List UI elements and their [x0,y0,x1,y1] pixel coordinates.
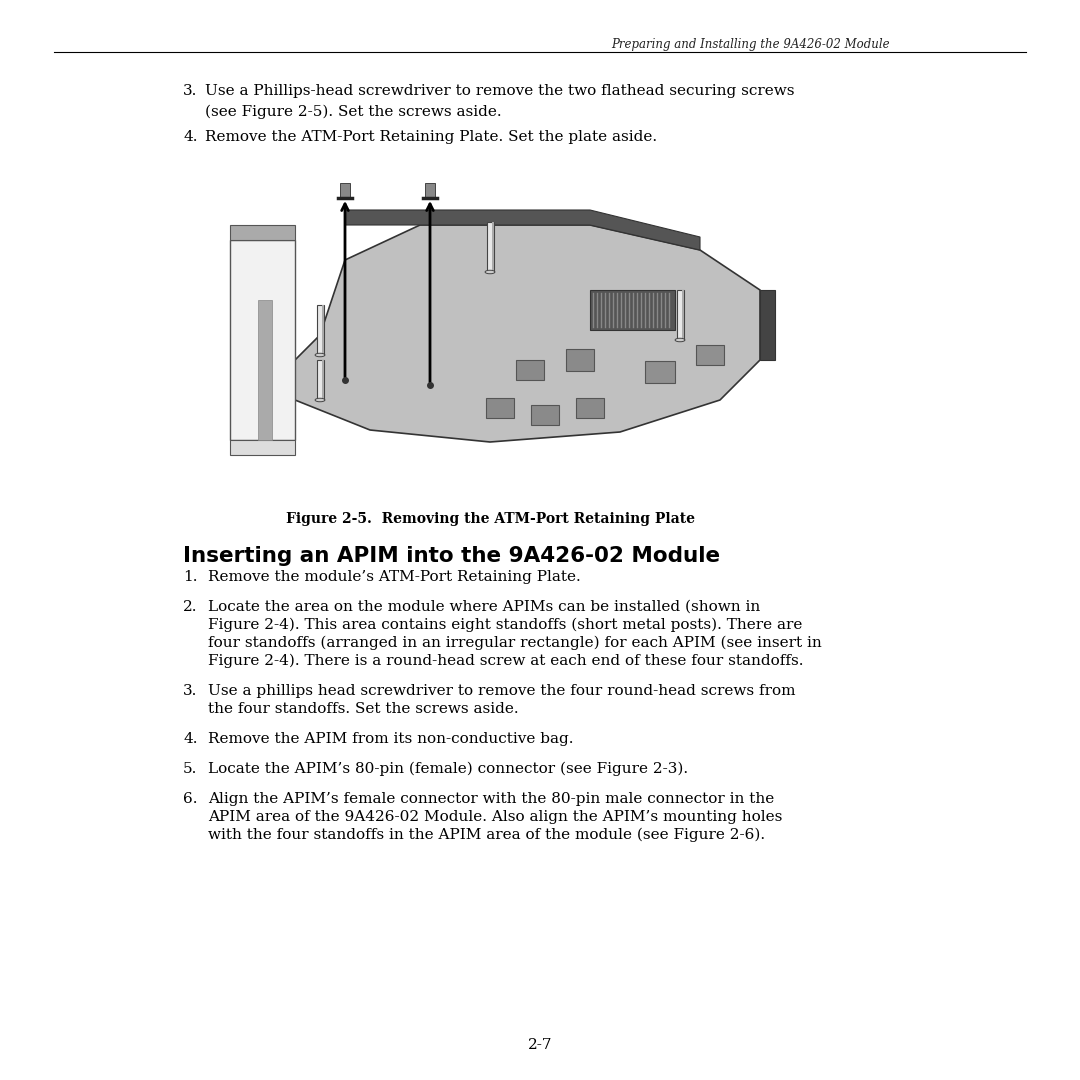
Text: Remove the APIM from its non-conductive bag.: Remove the APIM from its non-conductive … [208,732,573,746]
Text: four standoffs (arranged in an irregular rectangle) for each APIM (see insert in: four standoffs (arranged in an irregular… [208,636,822,650]
Text: Figure 2-5.  Removing the ATM-Port Retaining Plate: Figure 2-5. Removing the ATM-Port Retain… [285,512,694,526]
Text: Preparing and Installing the 9A426-02 Module: Preparing and Installing the 9A426-02 Mo… [611,38,890,51]
Text: 3.: 3. [183,684,198,698]
Bar [566,349,594,372]
Polygon shape [760,291,775,360]
Text: APIM area of the 9A426-02 Module. Also align the APIM’s mounting holes: APIM area of the 9A426-02 Module. Also a… [208,810,782,824]
Text: Locate the APIM’s 80-pin (female) connector (see Figure 2-3).: Locate the APIM’s 80-pin (female) connec… [208,762,688,777]
Ellipse shape [315,399,325,402]
Bar [676,291,684,340]
Text: Locate the area on the module where APIMs can be installed (shown in: Locate the area on the module where APIM… [208,600,760,615]
Bar [681,291,684,340]
Polygon shape [230,240,295,440]
Bar [316,360,324,400]
Bar [576,399,604,418]
Bar [426,183,435,197]
Text: 2.: 2. [183,600,198,615]
Bar [531,405,559,426]
Polygon shape [230,225,295,240]
Text: 2-7: 2-7 [528,1038,552,1052]
Ellipse shape [675,338,685,341]
Bar [316,305,324,355]
Polygon shape [345,210,700,249]
Text: Figure 2-4). This area contains eight standoffs (short metal posts). There are: Figure 2-4). This area contains eight st… [208,618,802,633]
Text: 5.: 5. [183,762,198,777]
Bar [322,305,324,355]
Polygon shape [258,300,272,440]
Ellipse shape [485,270,495,273]
Text: with the four standoffs in the APIM area of the module (see Figure 2-6).: with the four standoffs in the APIM area… [208,828,765,842]
Bar [340,183,350,197]
Text: Use a phillips head screwdriver to remove the four round-head screws from: Use a phillips head screwdriver to remov… [208,684,796,698]
Text: Figure 2-4). There is a round-head screw at each end of these four standoffs.: Figure 2-4). There is a round-head screw… [208,654,804,669]
Bar [486,399,514,418]
Text: Remove the module’s ATM-Port Retaining Plate.: Remove the module’s ATM-Port Retaining P… [208,570,581,584]
Text: Remove the ATM-Port Retaining Plate. Set the plate aside.: Remove the ATM-Port Retaining Plate. Set… [205,130,657,144]
Bar [696,345,724,365]
Text: 3.: 3. [183,84,198,98]
Text: Align the APIM’s female connector with the 80-pin male connector in the: Align the APIM’s female connector with t… [208,792,774,806]
Text: 4.: 4. [183,732,198,746]
Text: Use a Phillips-head screwdriver to remove the two flathead securing screws: Use a Phillips-head screwdriver to remov… [205,84,795,98]
Ellipse shape [315,353,325,356]
Text: (see Figure 2-5). Set the screws aside.: (see Figure 2-5). Set the screws aside. [205,105,501,120]
Bar [322,360,324,400]
Bar [486,222,494,272]
Bar [516,360,544,380]
Text: the four standoffs. Set the screws aside.: the four standoffs. Set the screws aside… [208,702,518,716]
Polygon shape [295,225,760,442]
Polygon shape [230,440,295,455]
Text: 6.: 6. [183,792,198,806]
Bar [590,291,675,330]
Text: 4.: 4. [183,130,198,144]
Text: Inserting an APIM into the 9A426-02 Module: Inserting an APIM into the 9A426-02 Modu… [183,546,720,566]
Text: 1.: 1. [183,570,198,584]
Bar [645,361,675,383]
Bar [492,222,494,272]
